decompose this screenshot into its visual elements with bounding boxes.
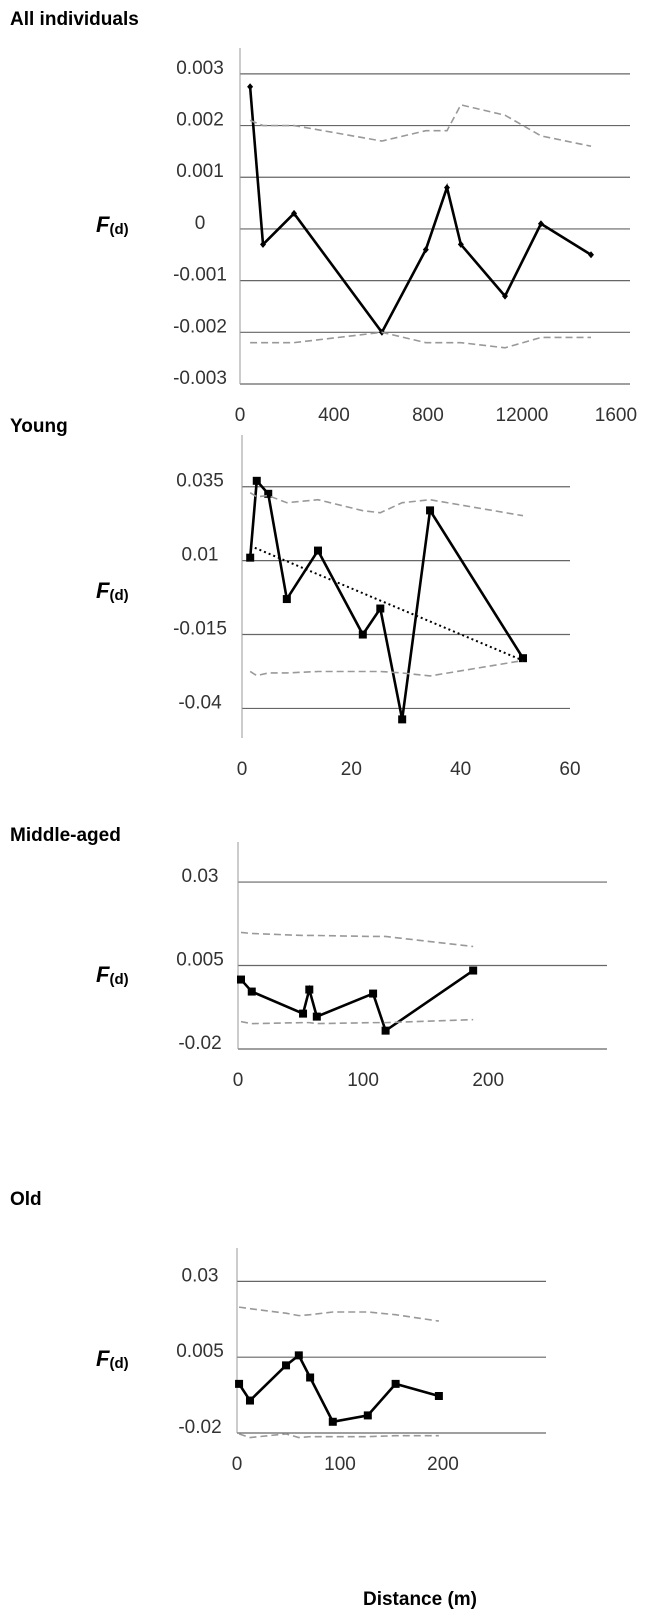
x-tick-label: 200 [472,1070,504,1091]
series-line [249,491,524,517]
series-line [237,1353,440,1424]
y-tick-label: -0.02 [178,1033,221,1054]
x-tick-label: 12000 [496,405,549,426]
series-line [238,1306,439,1322]
y-tick-label: -0.003 [173,368,227,389]
point-marker [434,1392,443,1400]
y-tick-label: 0.003 [176,58,224,79]
x-tick-label: 100 [324,1454,356,1475]
x-tick-label: 0 [235,405,246,426]
point-marker [358,630,367,639]
series-line [240,969,474,1033]
point-marker [398,715,407,724]
y-tick-label: 0.03 [182,1265,219,1286]
point-marker [369,989,378,998]
point-marker [252,476,261,485]
panel-title: Old [10,1189,42,1210]
series-line [240,1018,474,1025]
series-line [249,103,592,147]
point-marker [294,1351,303,1360]
point-marker [381,1026,390,1035]
x-tick-label: 40 [450,759,471,780]
point-marker [443,184,450,192]
point-marker [457,240,464,248]
series-line [249,659,524,677]
point-marker [469,966,478,975]
point-marker [502,292,509,300]
series-line [240,931,474,948]
x-tick-label: 1600 [595,405,637,426]
y-tick-label: 0.005 [176,950,224,971]
x-tick-label: 0 [237,759,248,780]
panel-title: Middle-aged [10,825,121,846]
x-tick-label: 100 [347,1070,379,1091]
point-marker [247,987,256,996]
point-marker [391,1379,400,1388]
point-marker [247,83,254,91]
y-tick-label: 0.002 [176,110,224,131]
y-axis-label: F(d) [96,212,129,238]
y-tick-label: 0.035 [176,471,224,492]
y-tick-label: -0.04 [178,692,222,713]
point-marker [282,1361,291,1370]
point-marker [328,1417,337,1426]
point-marker [376,604,385,613]
series-line [250,331,591,349]
point-marker [291,209,298,217]
point-marker [305,985,314,994]
y-axis-label-main: F [96,1346,110,1371]
y-axis-label-main: F [96,578,110,603]
y-tick-label: 0.001 [176,161,224,182]
x-tick-label: 60 [559,759,580,780]
point-marker [299,1009,308,1018]
point-marker [235,1379,244,1388]
point-marker [426,506,435,515]
y-tick-label: 0.01 [182,545,219,566]
y-axis-label: F(d) [96,578,129,604]
y-tick-label: 0.005 [176,1341,224,1362]
point-marker [245,1396,254,1405]
point-marker [588,251,594,259]
x-tick-label: 800 [412,405,444,426]
point-marker [306,1373,315,1382]
y-tick-label: -0.015 [173,619,227,640]
point-marker [363,1411,372,1420]
y-axis-label-sub: (d) [109,971,128,988]
y-axis-label-sub: (d) [109,587,128,604]
point-marker [313,546,322,555]
series-line [249,544,524,662]
panel-title: Young [10,416,68,437]
x-axis-label: Distance (m) [363,1589,477,1610]
point-marker [264,489,273,498]
y-axis-label-main: F [96,962,110,987]
point-marker [246,553,255,562]
y-axis-label-sub: (d) [109,1355,128,1372]
y-axis-label: F(d) [96,1346,129,1372]
x-tick-label: 400 [318,405,350,426]
y-tick-label: -0.02 [178,1417,221,1438]
y-tick-label: 0.03 [182,866,219,887]
point-marker [312,1012,321,1021]
series-line [238,1433,439,1439]
x-tick-label: 20 [341,759,362,780]
y-tick-label: -0.002 [173,316,227,337]
x-tick-label: 0 [233,1070,244,1091]
point-marker [237,975,246,984]
panel-title: All individuals [10,9,139,30]
y-tick-label: -0.001 [173,265,227,286]
series-line [248,86,592,335]
y-axis-label-sub: (d) [109,221,128,238]
point-marker [537,220,544,228]
x-tick-label: 200 [427,1454,459,1475]
y-axis-label: F(d) [96,962,129,988]
point-marker [518,654,527,663]
series-line [248,477,525,720]
point-marker [260,240,267,248]
point-marker [282,595,291,604]
y-axis-label-main: F [96,212,110,237]
y-tick-label: 0 [195,213,206,234]
x-tick-label: 0 [232,1454,243,1475]
point-marker [422,246,429,254]
